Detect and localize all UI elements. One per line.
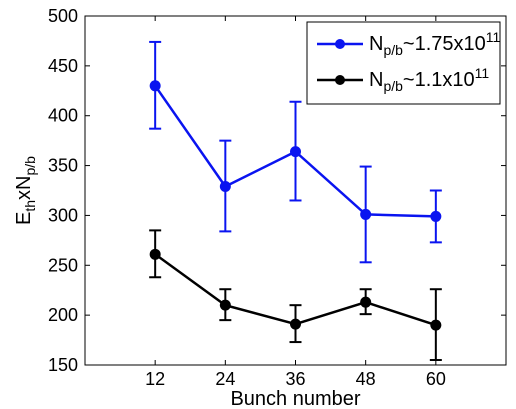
y-tick-label: 250	[48, 255, 78, 275]
series-2	[149, 229, 442, 362]
data-point	[430, 210, 442, 222]
x-tick-label: 48	[356, 369, 376, 389]
y-axis-label: EthxNp/b	[13, 156, 38, 225]
legend-marker-2	[335, 75, 345, 85]
legend-label-1: Np/b~1.75x1011	[369, 29, 501, 58]
x-axis-label: Bunch number	[230, 388, 360, 409]
data-point	[290, 318, 301, 330]
data-point	[360, 296, 372, 308]
data-point	[219, 181, 231, 193]
series-layer	[149, 40, 442, 362]
data-point	[149, 248, 161, 260]
x-tick-label: 12	[145, 369, 165, 389]
x-tick-label: 24	[215, 369, 235, 389]
y-tick-label: 200	[48, 305, 78, 325]
legend-entry-2: Np/b~1.1x1011	[317, 65, 489, 94]
data-point	[219, 299, 231, 311]
x-tick-label: 36	[285, 369, 305, 389]
x-tick-label: 60	[426, 369, 446, 389]
data-point	[149, 80, 161, 92]
y-tick-label: 400	[48, 106, 78, 126]
legend-box	[306, 21, 501, 105]
legend-entry-1: Np/b~1.75x1011	[317, 29, 501, 58]
y-tick-label: 450	[48, 56, 78, 76]
data-point	[360, 208, 372, 220]
y-tick-label: 300	[48, 205, 78, 225]
x-axis: 12 24 36 48 60	[145, 16, 446, 389]
series-1	[149, 40, 442, 264]
legend-label-2: Np/b~1.1x1011	[369, 65, 489, 94]
y-tick-label: 350	[48, 156, 78, 176]
legend-marker-1	[335, 39, 345, 49]
legend: Np/b~1.75x1011 Np/b~1.1x1011	[306, 21, 501, 105]
data-point	[430, 319, 442, 331]
data-point	[290, 146, 301, 158]
y-tick-label: 500	[48, 6, 78, 26]
y-axis: 150 200 250 300 350 400 450 500	[48, 6, 506, 375]
y-tick-label: 150	[48, 355, 78, 375]
